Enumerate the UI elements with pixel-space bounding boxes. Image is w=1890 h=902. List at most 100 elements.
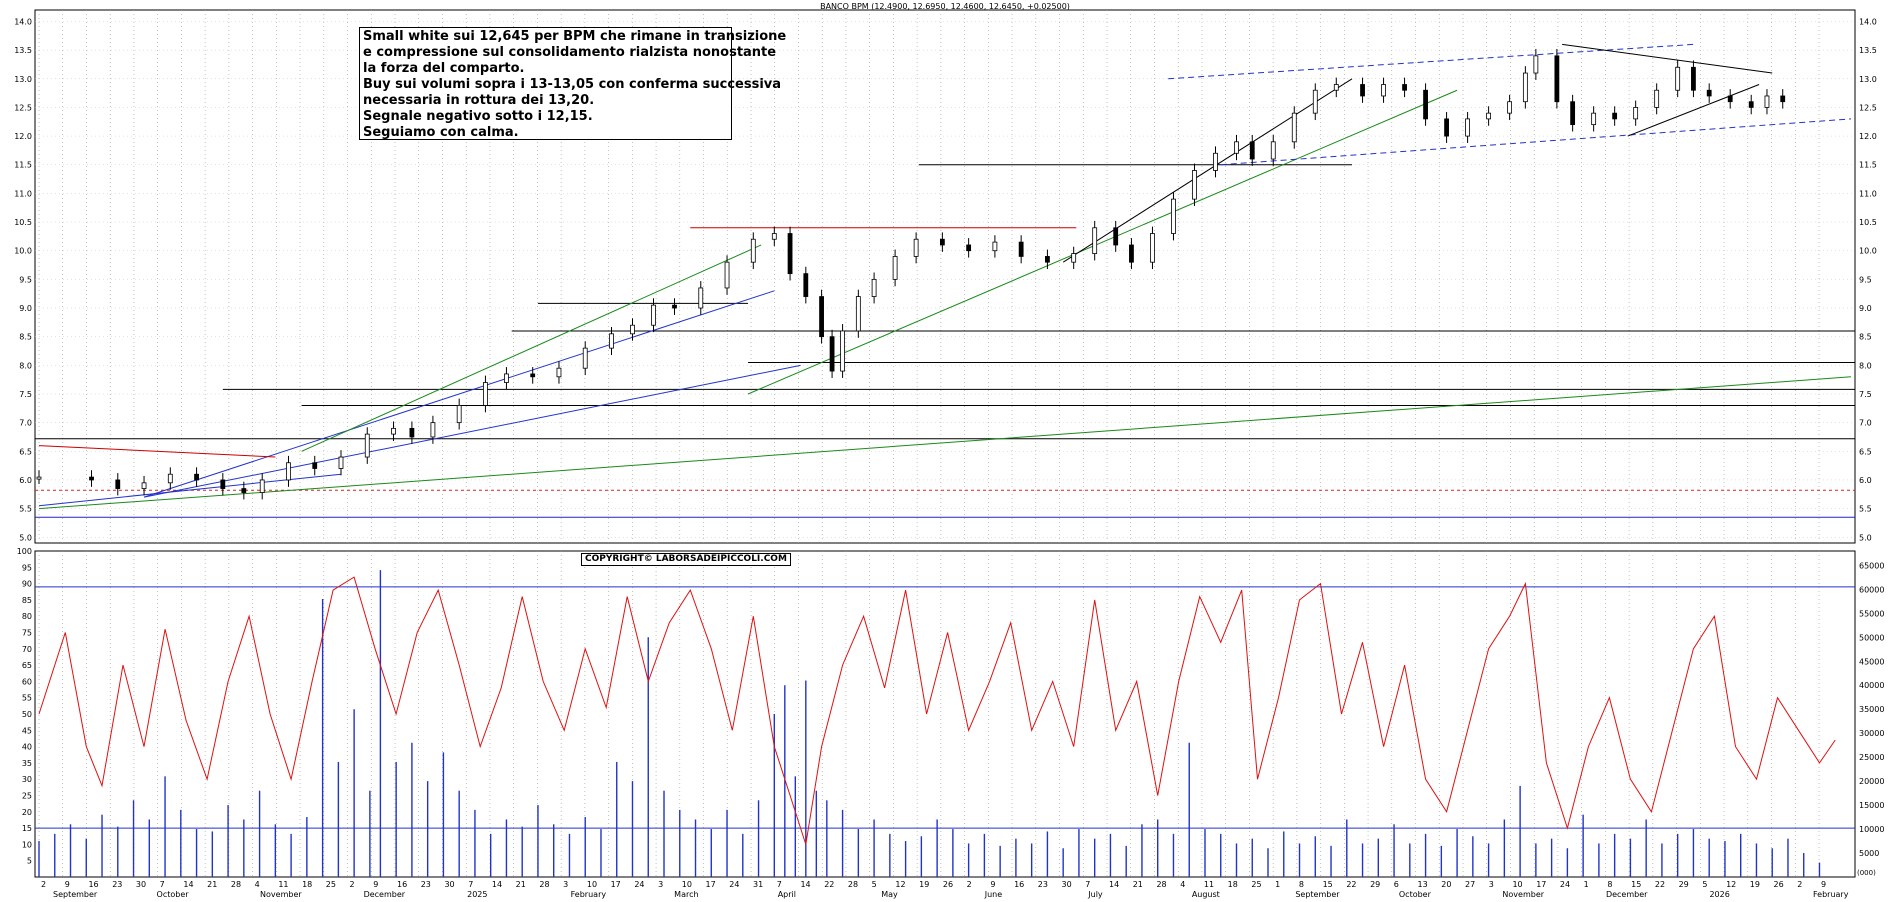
date-tick-label: 28 bbox=[231, 880, 241, 889]
note-line: Segnale negativo sotto i 12,15. bbox=[363, 109, 593, 124]
price-candle bbox=[1554, 55, 1560, 103]
date-tick-label: 18 bbox=[302, 880, 312, 889]
date-tick-label: 14 bbox=[492, 880, 502, 889]
price-candle bbox=[1150, 233, 1155, 263]
date-tick-label: 4 bbox=[1180, 880, 1185, 889]
month-label: November bbox=[1502, 890, 1544, 899]
price-candle bbox=[1333, 84, 1339, 91]
date-tick-label: 8 bbox=[1607, 880, 1612, 889]
price-candle bbox=[1727, 95, 1733, 103]
date-tick-label: 6 bbox=[1394, 880, 1399, 889]
date-tick-label: 8 bbox=[1299, 880, 1304, 889]
price-candle bbox=[391, 427, 396, 435]
price-tick-left: 13.0 bbox=[14, 75, 32, 84]
price-candle bbox=[582, 347, 588, 369]
trend-line bbox=[747, 89, 1458, 395]
date-tick-label: 26 bbox=[1774, 880, 1784, 889]
price-tick-left: 12.5 bbox=[14, 103, 32, 112]
oscillator-tick: 70 bbox=[22, 645, 32, 654]
price-candle bbox=[1507, 101, 1513, 114]
date-tick-label: 14 bbox=[800, 880, 810, 889]
price-candle bbox=[456, 405, 462, 424]
price-candle bbox=[819, 296, 824, 338]
date-tick-label: 10 bbox=[682, 880, 692, 889]
price-candle bbox=[966, 244, 972, 252]
oscillator-tick: 90 bbox=[22, 580, 32, 589]
date-tick-label: 7 bbox=[160, 880, 165, 889]
price-candle bbox=[364, 433, 370, 458]
oscillator-tick: 65 bbox=[22, 661, 32, 670]
volume-tick: 35000 bbox=[1859, 705, 1884, 714]
date-tick-label: 11 bbox=[1204, 880, 1214, 889]
volume-tick: 30000 bbox=[1859, 729, 1884, 738]
price-candle bbox=[1675, 66, 1681, 91]
month-label: February bbox=[1813, 890, 1849, 899]
month-label: September bbox=[1295, 890, 1340, 899]
price-candle bbox=[855, 296, 861, 332]
date-tick-label: 5 bbox=[872, 880, 877, 889]
price-candle bbox=[992, 241, 998, 252]
trend-line bbox=[1562, 43, 1773, 74]
date-tick-label: 7 bbox=[1085, 880, 1090, 889]
price-tick-left: 9.0 bbox=[19, 304, 32, 313]
price-tick-left: 10.0 bbox=[14, 247, 32, 256]
price-candle bbox=[1045, 256, 1050, 263]
oscillator-tick: 45 bbox=[22, 726, 32, 735]
price-candle bbox=[1706, 89, 1712, 97]
date-tick-label: 10 bbox=[1512, 880, 1522, 889]
price-candle bbox=[1402, 84, 1407, 91]
trend-line bbox=[143, 290, 775, 498]
date-tick-label: 1 bbox=[1584, 880, 1589, 889]
price-candle bbox=[1533, 55, 1539, 74]
month-label: February bbox=[571, 890, 607, 899]
analysis-note: Small white sui 12,645 per BPM che riman… bbox=[359, 27, 786, 140]
price-tick-right: 10.0 bbox=[1859, 247, 1877, 256]
price-candle bbox=[1423, 89, 1428, 120]
oscillator-tick: 50 bbox=[22, 710, 32, 719]
date-tick-label: 14 bbox=[1109, 880, 1119, 889]
date-tick-label: 22 bbox=[824, 880, 834, 889]
price-tick-left: 5.5 bbox=[19, 505, 32, 514]
price-tick-left: 13.5 bbox=[14, 46, 32, 55]
date-tick-label: 2 bbox=[41, 880, 46, 889]
trend-line bbox=[143, 364, 801, 498]
month-label: October bbox=[1399, 890, 1432, 899]
copyright-label: COPYRIGHT© LABORSADEIPICCOLI.COM bbox=[581, 553, 791, 566]
price-tick-right: 11.0 bbox=[1859, 189, 1877, 198]
price-tick-right: 14.0 bbox=[1859, 17, 1877, 26]
price-candle bbox=[939, 238, 945, 246]
price-candle bbox=[89, 476, 94, 481]
price-candle bbox=[36, 476, 42, 480]
price-tick-right: 12.5 bbox=[1859, 103, 1877, 112]
volume-tick: 50000 bbox=[1859, 633, 1884, 642]
price-candle bbox=[483, 382, 488, 406]
price-candle bbox=[286, 462, 291, 481]
price-tick-left: 9.5 bbox=[19, 275, 32, 284]
date-tick-label: 30 bbox=[1062, 880, 1072, 889]
oscillator-line bbox=[38, 576, 1836, 845]
note-line: Buy sui volumi sopra i 13-13,05 con conf… bbox=[363, 77, 782, 92]
price-candle bbox=[430, 422, 436, 438]
date-tick-label: 17 bbox=[706, 880, 716, 889]
date-tick-label: 13 bbox=[1418, 880, 1428, 889]
date-tick-label: 10 bbox=[587, 880, 597, 889]
date-tick-label: 12 bbox=[895, 880, 905, 889]
trend-line bbox=[1220, 118, 1852, 166]
price-candle bbox=[1270, 141, 1276, 160]
note-line: necessaria in rottura dei 13,20. bbox=[363, 93, 595, 108]
price-candle bbox=[1486, 112, 1491, 120]
price-candle bbox=[530, 373, 536, 378]
date-tick-label: 9 bbox=[65, 880, 70, 889]
price-candle bbox=[1748, 101, 1754, 108]
price-candle bbox=[630, 324, 635, 335]
date-tick-label: 2 bbox=[967, 880, 972, 889]
price-tick-left: 12.0 bbox=[14, 132, 32, 141]
oscillator-tick: 100 bbox=[17, 547, 32, 556]
price-candle bbox=[312, 462, 318, 469]
month-label: June bbox=[984, 890, 1003, 899]
date-tick-label: 24 bbox=[634, 880, 644, 889]
date-tick-label: 4 bbox=[255, 880, 260, 889]
date-tick-label: 23 bbox=[1038, 880, 1048, 889]
price-candle bbox=[913, 238, 919, 257]
